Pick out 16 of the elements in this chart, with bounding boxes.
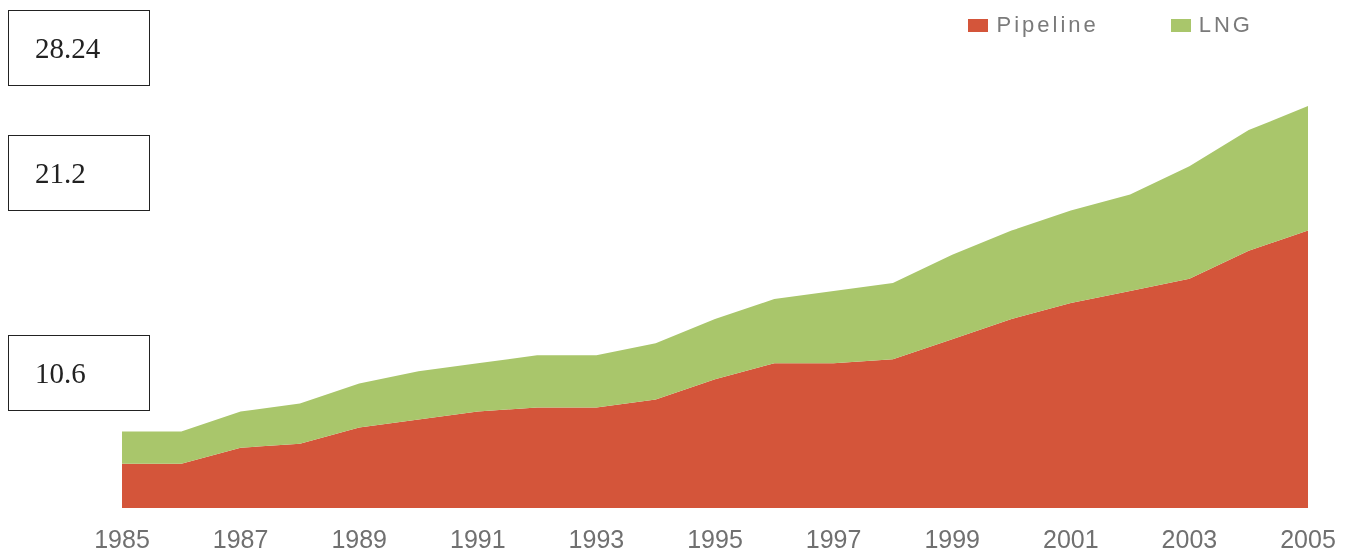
x-tick-label: 1987 [212,524,269,553]
legend-label: LNG [1198,12,1253,38]
x-tick-label: 1993 [568,524,625,553]
x-tick-label: 2001 [1042,524,1099,553]
text: 21.2 [8,135,150,211]
text: 10.6 [8,335,150,411]
x-tick-label: 1991 [449,524,506,553]
x-tick-label: 2005 [1280,524,1336,553]
x-tick-label: 1999 [924,524,981,553]
text: 28.24 [8,10,150,86]
x-tick-label: 1997 [805,524,862,553]
x-tick-label: 1989 [331,524,388,553]
x-tick-label: 2003 [1161,524,1218,553]
x-tick-label: 1985 [94,524,150,553]
x-tick-label: 1995 [687,524,743,553]
legend-label: Pipeline [996,12,1099,38]
